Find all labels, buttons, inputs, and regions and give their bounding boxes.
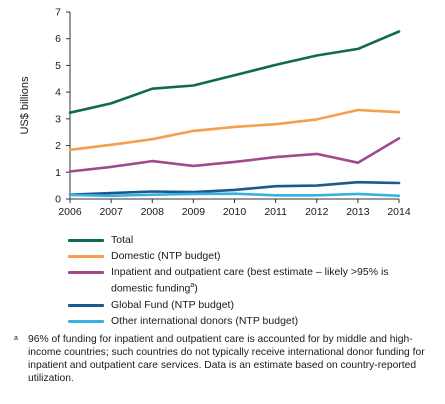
x-tick-label: 2008 xyxy=(141,206,165,218)
x-tick-label: 2011 xyxy=(264,206,287,218)
legend-item: Global Fund (NTP budget) xyxy=(68,299,428,312)
line-chart: 0 1 2 3 4 5 6 7 2006 2007 2008 2009 2010 2011 2012 2013… xyxy=(19,7,411,219)
y-tick-label: 3 xyxy=(55,113,61,125)
legend-item: Other international donors (NTP budget) xyxy=(68,315,428,328)
x-tick-label: 2013 xyxy=(346,206,370,218)
x-tick-label: 2010 xyxy=(223,206,247,218)
series-line-4 xyxy=(68,180,401,196)
legend-item: Inpatient and outpatient care (best esti… xyxy=(68,266,428,296)
legend-item: Total xyxy=(68,234,428,247)
legend-label: Inpatient and outpatient care (best esti… xyxy=(111,266,389,295)
legend-swatch xyxy=(68,239,104,242)
footnote-marker: a xyxy=(14,335,18,342)
legend-swatch xyxy=(68,271,104,274)
x-tick-label: 2014 xyxy=(387,206,411,218)
legend-label: Other international donors (NTP budget) xyxy=(111,314,299,327)
footnote-text: 96% of funding for inpatient and outpati… xyxy=(28,334,425,384)
y-tick-label: 6 xyxy=(55,33,61,45)
legend-swatch xyxy=(68,319,104,323)
series-line-3 xyxy=(68,137,401,173)
x-tick-label: 2006 xyxy=(58,206,82,218)
y-tick-label: 0 xyxy=(55,194,61,206)
y-tick-label: 4 xyxy=(55,87,61,99)
y-axis-title: US$ billions xyxy=(19,76,31,135)
y-tick-label: 5 xyxy=(55,60,61,72)
legend-label: Domestic (NTP budget) xyxy=(111,250,221,262)
x-tick-label: 2007 xyxy=(99,206,123,218)
x-tick-label: 2009 xyxy=(182,206,206,218)
chart-legend: Total Domestic (NTP budget) Inpatient and … xyxy=(68,234,428,331)
y-tick-label: 7 xyxy=(55,7,61,19)
legend-item: Domestic (NTP budget) xyxy=(68,250,428,263)
legend-swatch xyxy=(68,255,104,258)
legend-swatch xyxy=(68,303,104,307)
y-tick-label: 1 xyxy=(55,167,61,179)
series-line-2 xyxy=(68,108,401,152)
legend-superscript: a xyxy=(190,282,195,289)
x-tick-label: 2012 xyxy=(305,206,329,218)
series-line-1 xyxy=(68,30,401,114)
footnote: a 96% of funding for inpatient and outpa… xyxy=(14,333,434,385)
legend-label: Global Fund (NTP budget) xyxy=(111,298,234,311)
legend-label: Total xyxy=(111,234,134,246)
series-line-5 xyxy=(68,192,401,198)
y-tick-label: 2 xyxy=(55,140,61,152)
chart-svg: 0 1 2 3 4 5 6 7 2006 2007 2008 2009 2010 2011 2012 2013… xyxy=(19,7,411,219)
